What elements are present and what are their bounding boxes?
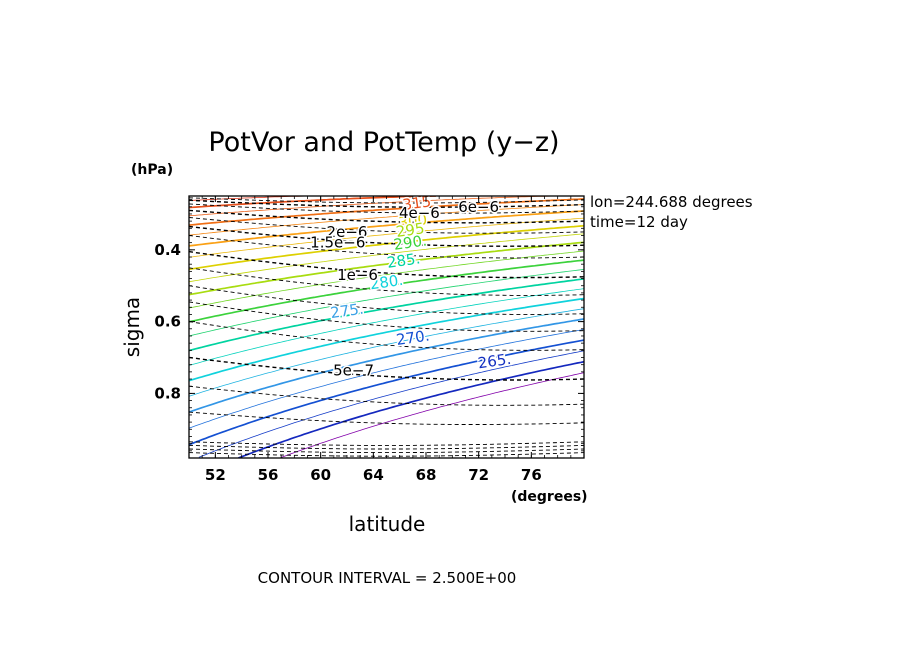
potvor-labels: 6e−6 4e−6 2e−61.5e−6 1e−6 5e−7 bbox=[309, 196, 501, 381]
y-axis: 0.4 0.6 0.8 bbox=[154, 199, 584, 452]
annotation-time: time=12 day bbox=[590, 213, 688, 231]
potvor-label: 1e−6 bbox=[337, 266, 378, 284]
potvor-contour-line bbox=[189, 356, 584, 381]
pottemp-contour-line bbox=[189, 196, 436, 209]
pottemp-contour-line bbox=[198, 350, 584, 458]
pottemp-contour-line bbox=[189, 233, 584, 283]
pottemp-contour-line bbox=[189, 308, 584, 397]
y-tick-label: 0.6 bbox=[154, 313, 181, 331]
potvor-contour-line bbox=[189, 235, 584, 259]
pottemp-label: 275. bbox=[329, 300, 365, 322]
pottemp-contour-line bbox=[189, 241, 584, 296]
pottemp-contour-line bbox=[189, 318, 584, 413]
pottemp-label: 280. bbox=[369, 271, 405, 293]
pottemp-label: 295 bbox=[395, 219, 426, 241]
pottemp-contours bbox=[189, 196, 584, 458]
pottemp-contour-line bbox=[189, 196, 558, 217]
potvor-contour-line bbox=[189, 250, 584, 279]
potvor-contour-line bbox=[189, 301, 584, 332]
pottemp-contour-line bbox=[189, 217, 584, 258]
potvor-contour-line bbox=[189, 444, 584, 450]
potvor-label: 2e−6 bbox=[327, 223, 368, 241]
potvor-label: 6e−6 bbox=[458, 198, 499, 216]
potvor-contour-line bbox=[189, 203, 584, 214]
x-axis: 52 56 60 64 68 72 76 bbox=[188, 196, 585, 484]
potvor-contour-line bbox=[189, 411, 584, 425]
pottemp-label: 315 bbox=[401, 192, 432, 214]
pottemp-contour-line bbox=[189, 339, 584, 446]
y-axis-label: sigma bbox=[120, 297, 144, 357]
potvor-contour-line bbox=[189, 217, 584, 234]
x-tick-label: 72 bbox=[468, 466, 489, 484]
potvor-label: 4e−6 bbox=[399, 204, 440, 222]
potvor-contour-line bbox=[189, 267, 584, 296]
pottemp-contour-line bbox=[189, 196, 311, 201]
potvor-contour-line bbox=[189, 197, 584, 204]
potvor-contour-line bbox=[189, 199, 584, 208]
potvor-contour-line bbox=[189, 321, 584, 351]
x-tick-label: 52 bbox=[205, 466, 226, 484]
x-tick-label: 60 bbox=[310, 466, 331, 484]
potvor-contour-line bbox=[189, 209, 584, 224]
potvor-contour-line bbox=[189, 441, 584, 446]
potvor-contour-line bbox=[189, 225, 584, 248]
contour-interval: CONTOUR INTERVAL = 2.500E+00 bbox=[258, 569, 517, 587]
pottemp-label: 285. bbox=[386, 249, 422, 271]
potvor-contour-line bbox=[189, 448, 584, 454]
potvor-label: 1.5e−6 bbox=[310, 234, 365, 252]
pottemp-contour-line bbox=[189, 210, 584, 247]
x-tick-label: 76 bbox=[521, 466, 542, 484]
pottemp-contour-line bbox=[189, 288, 584, 366]
potvor-label: 5e−7 bbox=[333, 361, 374, 379]
pottemp-label: 265. bbox=[477, 350, 513, 372]
pottemp-contour-line bbox=[238, 360, 584, 458]
pottemp-contour-line bbox=[281, 372, 584, 458]
y-tick-label: 0.4 bbox=[154, 241, 181, 259]
pottemp-contour-line bbox=[189, 297, 584, 382]
x-tick-label: 64 bbox=[363, 466, 384, 484]
potvor-contour-line bbox=[189, 385, 584, 406]
y-tick-label: 0.8 bbox=[154, 384, 181, 402]
pottemp-contour-line bbox=[189, 278, 584, 352]
x-axis-unit: (degrees) bbox=[511, 489, 588, 505]
potvor-contours bbox=[189, 197, 584, 457]
x-tick-label: 56 bbox=[258, 466, 279, 484]
pottemp-contour-line bbox=[189, 259, 584, 323]
pottemp-contour-line bbox=[189, 204, 584, 236]
chart-title: PotVor and PotTemp (y−z) bbox=[208, 127, 559, 158]
pottemp-label: 270. bbox=[395, 327, 431, 349]
annotation-lon: lon=244.688 degrees bbox=[590, 193, 753, 211]
x-axis-label: latitude bbox=[349, 512, 426, 536]
pottemp-contour-line bbox=[189, 329, 584, 429]
potvor-contour-line bbox=[189, 285, 584, 315]
plot-frame bbox=[188, 195, 585, 459]
y-axis-unit: (hPa) bbox=[131, 162, 173, 178]
x-tick-label: 68 bbox=[416, 466, 437, 484]
